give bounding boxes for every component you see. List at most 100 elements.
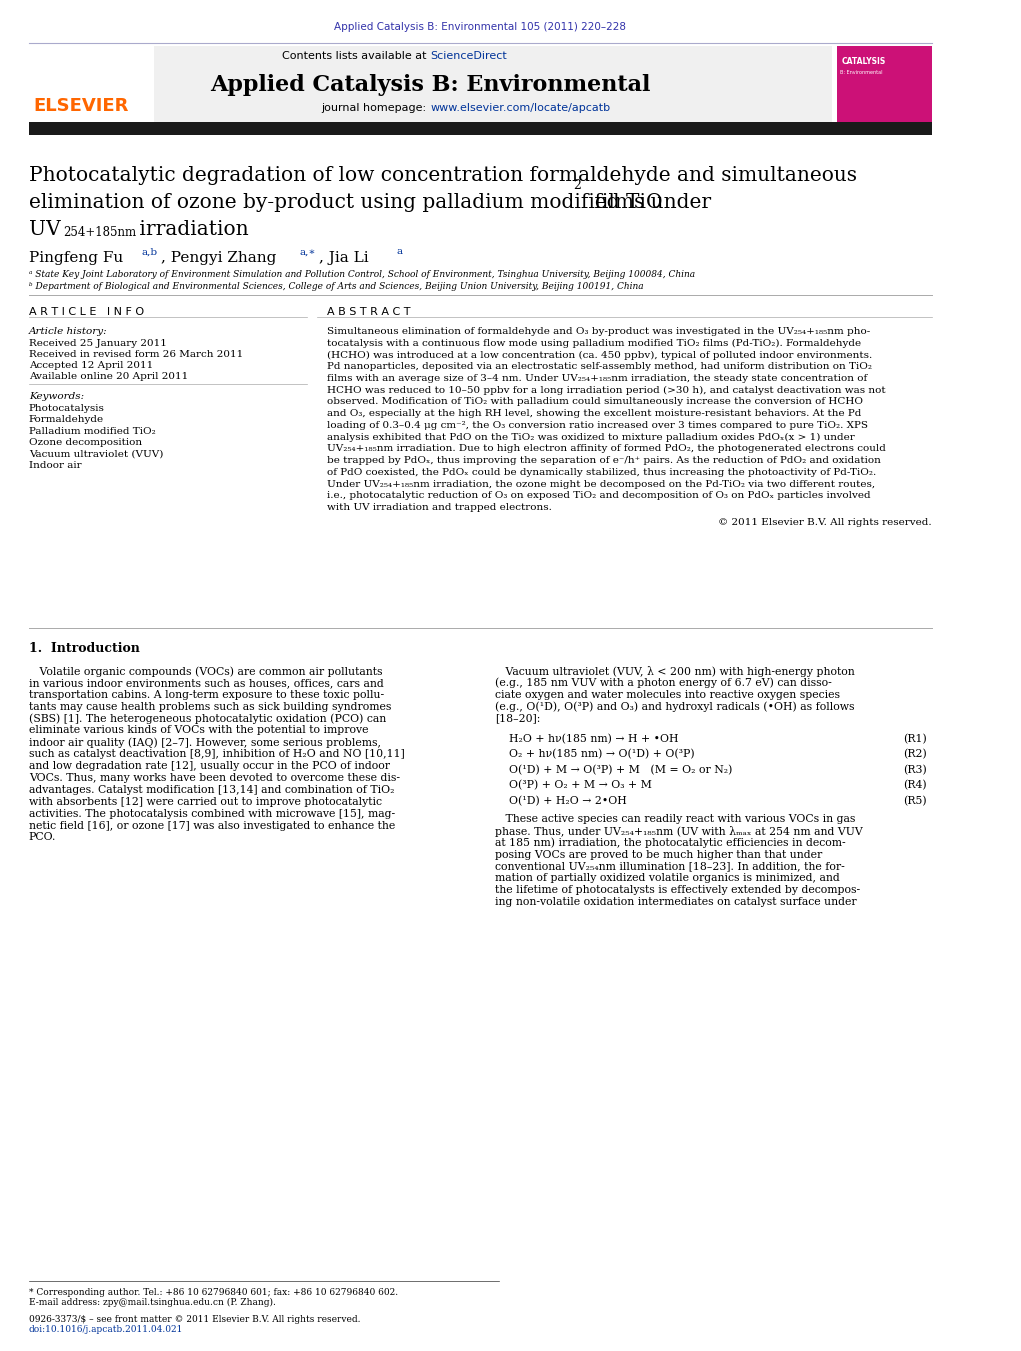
- Text: , Pengyi Zhang: , Pengyi Zhang: [161, 251, 277, 265]
- Text: posing VOCs are proved to be much higher than that under: posing VOCs are proved to be much higher…: [495, 850, 822, 859]
- Text: at 185 nm) irradiation, the photocatalytic efficiencies in decom-: at 185 nm) irradiation, the photocatalyt…: [495, 838, 845, 848]
- Text: O₂ + hν(185 nm) → O(¹D) + O(³P): O₂ + hν(185 nm) → O(¹D) + O(³P): [509, 748, 694, 759]
- Text: films under: films under: [588, 193, 711, 212]
- Text: Volatile organic compounds (VOCs) are common air pollutants: Volatile organic compounds (VOCs) are co…: [29, 666, 382, 677]
- Text: 1.  Introduction: 1. Introduction: [29, 642, 140, 655]
- Text: Accepted 12 April 2011: Accepted 12 April 2011: [29, 361, 153, 370]
- Text: ScienceDirect: ScienceDirect: [430, 51, 507, 61]
- Text: (e.g., O(¹D), O(³P) and O₃) and hydroxyl radicals (•OH) as follows: (e.g., O(¹D), O(³P) and O₃) and hydroxyl…: [495, 701, 855, 712]
- Text: a,b: a,b: [141, 247, 157, 257]
- Text: Contents lists available at: Contents lists available at: [283, 51, 430, 61]
- Text: Photocatalytic degradation of low concentration formaldehyde and simultaneous: Photocatalytic degradation of low concen…: [29, 166, 857, 185]
- Text: journal homepage:: journal homepage:: [322, 103, 430, 112]
- Text: mation of partially oxidized volatile organics is minimized, and: mation of partially oxidized volatile or…: [495, 873, 839, 884]
- Text: and low degradation rate [12], usually occur in the PCO of indoor: and low degradation rate [12], usually o…: [29, 761, 390, 771]
- Text: indoor air quality (IAQ) [2–7]. However, some serious problems,: indoor air quality (IAQ) [2–7]. However,…: [29, 738, 381, 748]
- Text: and O₃, especially at the high RH level, showing the excellent moisture-resistan: and O₃, especially at the high RH level,…: [327, 409, 861, 419]
- Text: a,∗: a,∗: [300, 247, 317, 257]
- Text: ᵃ State Key Joint Laboratory of Environment Simulation and Pollution Control, Sc: ᵃ State Key Joint Laboratory of Environm…: [29, 270, 695, 280]
- Text: (SBS) [1]. The heterogeneous photocatalytic oxidation (PCO) can: (SBS) [1]. The heterogeneous photocataly…: [29, 713, 386, 724]
- Text: (R4): (R4): [904, 780, 927, 790]
- FancyBboxPatch shape: [29, 46, 832, 124]
- Text: * Corresponding author. Tel.: +86 10 62796840 601; fax: +86 10 62796840 602.: * Corresponding author. Tel.: +86 10 627…: [29, 1288, 398, 1297]
- Text: Article history:: Article history:: [29, 327, 107, 336]
- Text: HCHO was reduced to 10–50 ppbv for a long irradiation period (>30 h), and cataly: HCHO was reduced to 10–50 ppbv for a lon…: [327, 386, 885, 394]
- Text: with UV irradiation and trapped electrons.: with UV irradiation and trapped electron…: [327, 504, 551, 512]
- Text: analysis exhibited that PdO on the TiO₂ was oxidized to mixture palladium oxides: analysis exhibited that PdO on the TiO₂ …: [327, 432, 855, 442]
- Text: phase. Thus, under UV₂₅₄+₁₈₅nm (UV with λₘₐₓ at 254 nm and VUV: phase. Thus, under UV₂₅₄+₁₈₅nm (UV with …: [495, 825, 863, 836]
- FancyBboxPatch shape: [29, 46, 154, 124]
- Text: Formaldehyde: Formaldehyde: [29, 416, 104, 424]
- Text: (R3): (R3): [904, 765, 927, 775]
- Text: i.e., photocatalytic reduction of O₃ on exposed TiO₂ and decomposition of O₃ on : i.e., photocatalytic reduction of O₃ on …: [327, 492, 870, 500]
- Text: netic field [16], or ozone [17] was also investigated to enhance the: netic field [16], or ozone [17] was also…: [29, 820, 395, 831]
- Text: Palladium modified TiO₂: Palladium modified TiO₂: [29, 427, 155, 436]
- FancyBboxPatch shape: [836, 46, 932, 124]
- Text: O(¹D) + M → O(³P) + M   (M = O₂ or N₂): O(¹D) + M → O(³P) + M (M = O₂ or N₂): [509, 765, 732, 775]
- Text: ciate oxygen and water molecules into reactive oxygen species: ciate oxygen and water molecules into re…: [495, 690, 839, 700]
- Text: doi:10.1016/j.apcatb.2011.04.021: doi:10.1016/j.apcatb.2011.04.021: [29, 1325, 183, 1335]
- Text: with absorbents [12] were carried out to improve photocatalytic: with absorbents [12] were carried out to…: [29, 797, 382, 807]
- Text: (R1): (R1): [904, 734, 927, 744]
- Text: advantages. Catalyst modification [13,14] and combination of TiO₂: advantages. Catalyst modification [13,14…: [29, 785, 394, 794]
- Text: A B S T R A C T: A B S T R A C T: [327, 307, 410, 316]
- Text: 0926-3373/$ – see front matter © 2011 Elsevier B.V. All rights reserved.: 0926-3373/$ – see front matter © 2011 El…: [29, 1315, 360, 1324]
- Text: UV: UV: [29, 220, 60, 239]
- Text: Under UV₂₅₄+₁₈₅nm irradiation, the ozone might be decomposed on the Pd-TiO₂ via : Under UV₂₅₄+₁₈₅nm irradiation, the ozone…: [327, 480, 875, 489]
- Text: Received in revised form 26 March 2011: Received in revised form 26 March 2011: [29, 350, 243, 359]
- Text: in various indoor environments such as houses, offices, cars and: in various indoor environments such as h…: [29, 678, 384, 688]
- Text: Pd nanoparticles, deposited via an electrostatic self-assembly method, had unifo: Pd nanoparticles, deposited via an elect…: [327, 362, 872, 372]
- Text: Photocatalysis: Photocatalysis: [29, 404, 105, 413]
- Text: activities. The photocatalysis combined with microwave [15], mag-: activities. The photocatalysis combined …: [29, 809, 395, 819]
- Text: (HCHO) was introduced at a low concentration (ca. 450 ppbv), typical of polluted: (HCHO) was introduced at a low concentra…: [327, 350, 872, 359]
- Text: Simultaneous elimination of formaldehyde and O₃ by-product was investigated in t: Simultaneous elimination of formaldehyde…: [327, 327, 870, 336]
- FancyBboxPatch shape: [29, 122, 932, 135]
- Text: O(¹D) + H₂O → 2•OH: O(¹D) + H₂O → 2•OH: [509, 796, 627, 807]
- Text: tants may cause health problems such as sick building syndromes: tants may cause health problems such as …: [29, 701, 391, 712]
- Text: elimination of ozone by-product using palladium modified TiO: elimination of ozone by-product using pa…: [29, 193, 663, 212]
- Text: B: Environmental: B: Environmental: [839, 70, 882, 76]
- Text: the lifetime of photocatalysts is effectively extended by decompos-: the lifetime of photocatalysts is effect…: [495, 885, 860, 896]
- Text: A R T I C L E   I N F O: A R T I C L E I N F O: [29, 307, 144, 316]
- Text: CATALYSIS: CATALYSIS: [841, 57, 885, 66]
- Text: transportation cabins. A long-term exposure to these toxic pollu-: transportation cabins. A long-term expos…: [29, 690, 384, 700]
- Text: films with an average size of 3–4 nm. Under UV₂₅₄+₁₈₅nm irradiation, the steady : films with an average size of 3–4 nm. Un…: [327, 374, 867, 382]
- Text: observed. Modification of TiO₂ with palladium could simultaneously increase the : observed. Modification of TiO₂ with pall…: [327, 397, 863, 407]
- Text: 254+185nm: 254+185nm: [63, 226, 137, 239]
- Text: of PdO coexisted, the PdOₓ could be dynamically stabilized, thus increasing the : of PdO coexisted, the PdOₓ could be dyna…: [327, 467, 876, 477]
- Text: [18–20]:: [18–20]:: [495, 713, 540, 724]
- Text: E-mail address: zpy@mail.tsinghua.edu.cn (P. Zhang).: E-mail address: zpy@mail.tsinghua.edu.cn…: [29, 1298, 276, 1308]
- Text: loading of 0.3–0.4 μg cm⁻², the O₃ conversion ratio increased over 3 times compa: loading of 0.3–0.4 μg cm⁻², the O₃ conve…: [327, 422, 868, 430]
- Text: 2: 2: [574, 180, 581, 192]
- Text: (e.g., 185 nm VUV with a photon energy of 6.7 eV) can disso-: (e.g., 185 nm VUV with a photon energy o…: [495, 678, 831, 689]
- Text: Vacuum ultraviolet (VUV): Vacuum ultraviolet (VUV): [29, 450, 163, 459]
- Text: such as catalyst deactivation [8,9], inhibition of H₂O and NO [10,11]: such as catalyst deactivation [8,9], inh…: [29, 750, 404, 759]
- Text: tocatalysis with a continuous flow mode using palladium modified TiO₂ films (Pd-: tocatalysis with a continuous flow mode …: [327, 339, 861, 347]
- Text: a: a: [397, 247, 403, 257]
- Text: Keywords:: Keywords:: [29, 392, 84, 401]
- Text: conventional UV₂₅₄nm illumination [18–23]. In addition, the for-: conventional UV₂₅₄nm illumination [18–23…: [495, 862, 844, 871]
- Text: (R5): (R5): [904, 796, 927, 807]
- Text: ᵇ Department of Biological and Environmental Sciences, College of Arts and Scien: ᵇ Department of Biological and Environme…: [29, 282, 643, 292]
- Text: VOCs. Thus, many works have been devoted to overcome these dis-: VOCs. Thus, many works have been devoted…: [29, 773, 400, 784]
- Text: Available online 20 April 2011: Available online 20 April 2011: [29, 372, 188, 381]
- Text: , Jia Li: , Jia Li: [319, 251, 369, 265]
- Text: Pingfeng Fu: Pingfeng Fu: [29, 251, 124, 265]
- Text: Ozone decomposition: Ozone decomposition: [29, 438, 142, 447]
- Text: www.elsevier.com/locate/apcatb: www.elsevier.com/locate/apcatb: [430, 103, 611, 112]
- Text: Received 25 January 2011: Received 25 January 2011: [29, 339, 166, 349]
- Text: These active species can readily react with various VOCs in gas: These active species can readily react w…: [495, 813, 855, 824]
- Text: PCO.: PCO.: [29, 832, 56, 843]
- Text: eliminate various kinds of VOCs with the potential to improve: eliminate various kinds of VOCs with the…: [29, 725, 369, 735]
- Text: (R2): (R2): [904, 748, 927, 759]
- Text: Applied Catalysis B: Environmental: Applied Catalysis B: Environmental: [210, 74, 650, 96]
- Text: Vacuum ultraviolet (VUV, λ < 200 nm) with high-energy photon: Vacuum ultraviolet (VUV, λ < 200 nm) wit…: [495, 666, 855, 677]
- Text: H₂O + hν(185 nm) → H + •OH: H₂O + hν(185 nm) → H + •OH: [509, 734, 679, 744]
- Text: O(³P) + O₂ + M → O₃ + M: O(³P) + O₂ + M → O₃ + M: [509, 780, 652, 790]
- Text: ing non-volatile oxidation intermediates on catalyst surface under: ing non-volatile oxidation intermediates…: [495, 897, 857, 908]
- Text: irradiation: irradiation: [133, 220, 248, 239]
- Text: © 2011 Elsevier B.V. All rights reserved.: © 2011 Elsevier B.V. All rights reserved…: [718, 517, 932, 527]
- Text: be trapped by PdOₓ, thus improving the separation of e⁻/h⁺ pairs. As the reducti: be trapped by PdOₓ, thus improving the s…: [327, 457, 880, 465]
- Text: Indoor air: Indoor air: [29, 461, 82, 470]
- Text: Applied Catalysis B: Environmental 105 (2011) 220–228: Applied Catalysis B: Environmental 105 (…: [334, 22, 626, 31]
